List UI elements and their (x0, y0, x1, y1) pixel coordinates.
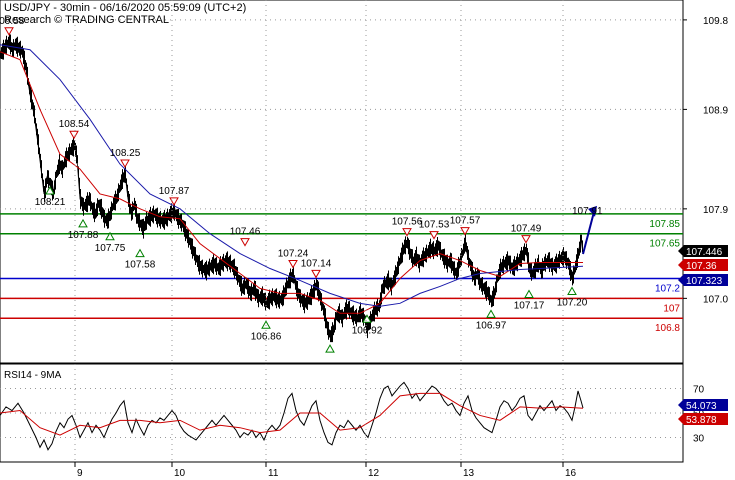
peak-marker-icon (69, 130, 79, 140)
target-label: 107.91 (572, 206, 603, 217)
main-panel-frame (0, 0, 684, 364)
price-tag-ma-fast-label: 107.36 (686, 261, 717, 272)
moving-average-slow (0, 44, 584, 307)
peak-label: 107.49 (511, 224, 542, 235)
trough-label: 107.58 (125, 260, 156, 271)
peak-label: 107.24 (278, 248, 309, 259)
peak-marker-icon (120, 159, 130, 169)
x-tick-label: 12 (368, 468, 380, 479)
target-arrow-icon (582, 211, 595, 255)
peak-marker-icon (169, 197, 179, 206)
peak-label: 107.46 (230, 227, 261, 238)
rsi-title: RSI14 - 9MA (4, 370, 62, 381)
price-tag-close-label: 107.446 (686, 247, 723, 258)
peak-marker-icon (4, 27, 14, 36)
trough-marker-icon (45, 186, 55, 195)
peak-label: 107.57 (450, 216, 481, 227)
peak-label: 107.53 (419, 220, 450, 231)
price-tag-ma-slow (678, 274, 728, 286)
peak-marker-icon (240, 238, 250, 247)
trough-label: 108.21 (35, 197, 66, 208)
y-tick-label: 107.9 (703, 205, 728, 216)
peak-marker-icon (311, 269, 321, 279)
peak-marker-icon (521, 235, 531, 244)
x-tick-label: 13 (463, 468, 475, 479)
peak-label: 107.56 (392, 217, 423, 228)
trough-marker-icon (325, 344, 335, 353)
rsi-tag-label: 54.073 (686, 401, 717, 412)
level-label: 107 (663, 303, 680, 314)
x-tick-label: 11 (268, 468, 279, 479)
y-tick-label: 108.9 (703, 105, 728, 116)
trough-label: 107.20 (557, 297, 588, 308)
trough-marker-icon (261, 320, 271, 329)
research-credit: Research © TRADING CENTRAL (4, 14, 169, 26)
peak-label: 107.87 (159, 186, 190, 197)
main-price-panel: 107.0 107.9 108.9 109.8 107.85 107.65 107.2 107… (0, 0, 728, 364)
rsi-ma-tag (678, 413, 728, 425)
rsi-tick-label: 30 (693, 434, 705, 445)
peak-label: 108.25 (110, 148, 141, 159)
trough-marker-icon (524, 289, 534, 298)
chart-title: USD/JPY - 30min - 06/16/2020 05:59:09 (U… (4, 2, 247, 14)
trough-label: 106.86 (251, 331, 282, 342)
x-tick-label: 9 (77, 468, 83, 479)
trough-label: 106.97 (476, 320, 507, 331)
trough-marker-icon (105, 231, 115, 241)
rsi-ma-line (0, 392, 584, 436)
trough-marker-icon (486, 309, 496, 318)
trough-marker-icon (567, 286, 577, 295)
y-tick-label: 107.0 (703, 294, 728, 305)
trough-marker-icon (362, 314, 372, 323)
rsi-line (0, 381, 584, 451)
peak-marker-icon (429, 231, 439, 240)
x-tick-label: 16 (565, 468, 577, 479)
level-label: 107.85 (649, 219, 680, 230)
trough-label: 106.92 (352, 325, 383, 336)
moving-average-fast (0, 51, 583, 314)
x-tick-label: 10 (174, 468, 186, 479)
price-tag-ma-fast (678, 259, 728, 271)
rsi-ma-tag-label: 53.878 (686, 415, 717, 426)
level-label: 106.8 (655, 323, 680, 334)
price-tag-close (678, 245, 728, 257)
level-label: 107.2 (655, 283, 680, 294)
level-label: 107.65 (649, 239, 680, 250)
peak-label: 109.58 (0, 16, 25, 27)
price-tag-ma-slow-label: 107.323 (686, 276, 723, 287)
price-series (0, 41, 584, 338)
trough-marker-icon (135, 248, 145, 258)
peak-label: 107.14 (301, 258, 332, 269)
x-axis: 9 10 11 12 13 16 (0, 0, 683, 479)
trough-label: 107.88 (68, 230, 99, 241)
peak-label: 108.54 (59, 119, 90, 130)
y-tick-label: 109.8 (703, 16, 728, 27)
target-arrowhead-icon (588, 205, 597, 217)
peak-marker-icon (460, 227, 470, 236)
trough-label: 107.75 (95, 243, 126, 254)
trough-marker-icon (78, 218, 88, 228)
rsi-tag (678, 399, 728, 411)
peak-marker-icon (288, 259, 298, 269)
peak-marker-icon (402, 228, 412, 237)
trough-label: 107.17 (514, 300, 545, 311)
rsi-tick-label: 70 (693, 385, 705, 396)
